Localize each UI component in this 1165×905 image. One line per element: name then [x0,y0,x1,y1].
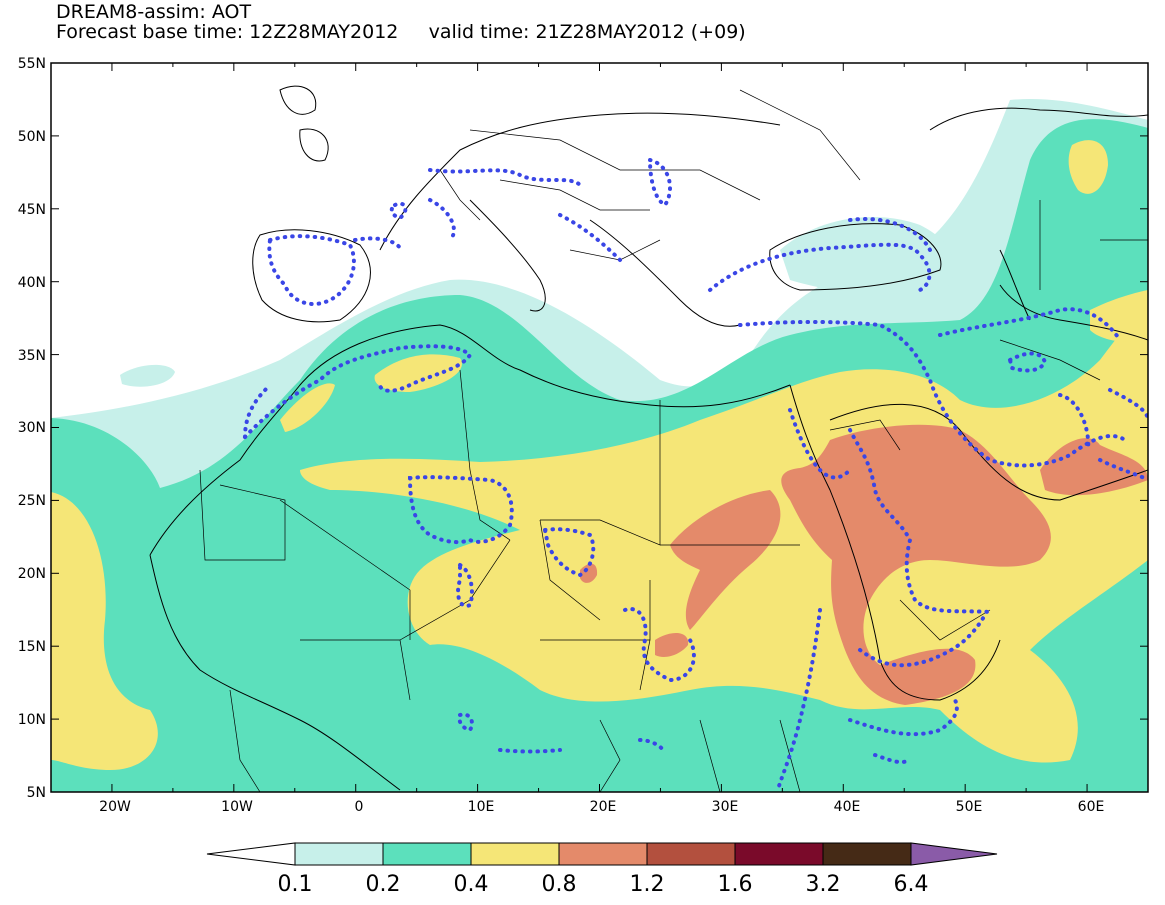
lon-label: 60E [1078,799,1105,815]
forecast-time-subtitle: Forecast base time: 12Z28MAY2012 valid t… [56,21,746,43]
colorbar-segment [734,842,824,866]
aot-band-0.1 [120,364,175,387]
colorbar-segment [206,842,296,866]
aot-band-0.4 [1068,140,1108,194]
aot-contours [243,157,1148,792]
lat-label: 10N [18,712,46,728]
colorbar-label: 6.4 [894,872,929,897]
colorbar-label: 0.1 [278,872,313,897]
lat-label: 35N [18,348,46,364]
aot-band-0.4 [374,354,462,392]
colorbar-label: 3.2 [806,872,841,897]
aot-band-0.8 [580,563,598,583]
colorbar-segment [910,842,998,866]
aot-band-0.8 [1040,438,1148,496]
lon-label: 40E [834,799,861,815]
colorbar-label: 1.2 [630,872,665,897]
colorbar-label: 1.6 [718,872,753,897]
lon-label: 10W [221,799,253,815]
lon-label: 30E [712,799,739,815]
lat-label: 50N [18,129,46,145]
lat-label: 40N [18,275,46,291]
lon-label: 50E [956,799,983,815]
latitude-labels: 55N 50N 45N 40N 35N 30N 25N 20N 15N 10N … [18,56,46,801]
aot-band-0.4 [280,383,335,432]
aot-band-0.1 [780,217,954,295]
colorbar-segment [382,842,472,866]
lat-label: 55N [18,56,46,72]
colorbar-segment [822,842,912,866]
longitude-labels: 20W 10W 0 10E 20E 30E 40E 50E 60E [99,799,1104,815]
lon-label: 10E [468,799,495,815]
lon-label: 0 [355,799,364,815]
colorbar: 0.1 0.2 0.4 0.8 1.2 1.6 3.2 6.4 [206,842,998,897]
colorbar-label: 0.2 [366,872,401,897]
aot-field [51,63,1148,792]
colorbar-label: 0.4 [454,872,489,897]
aot-band-0.4 [1090,290,1148,342]
lat-label: 25N [18,493,46,509]
aot-band-0.8 [655,633,689,657]
colorbar-label: 0.8 [542,872,577,897]
lon-label: 20W [99,799,131,815]
country-borders [199,89,1148,792]
lat-label: 30N [18,420,46,436]
aot-band-0.4 [51,492,158,770]
coastlines [149,85,1148,791]
colorbar-segment [646,842,736,866]
colorbar-segment [558,842,648,866]
colorbar-segment [470,842,560,866]
lat-label: 20N [18,566,46,582]
axis-ticks [50,62,1149,793]
map-title: DREAM8-assim: AOT [56,1,252,23]
lat-label: 15N [18,639,46,655]
aot-band-0.8 [781,424,1051,705]
lat-label: 45N [18,202,46,218]
colorbar-segment [294,842,384,866]
lat-label: 5N [27,785,46,801]
aot-band-0.8 [670,490,781,630]
lon-label: 20E [590,799,617,815]
